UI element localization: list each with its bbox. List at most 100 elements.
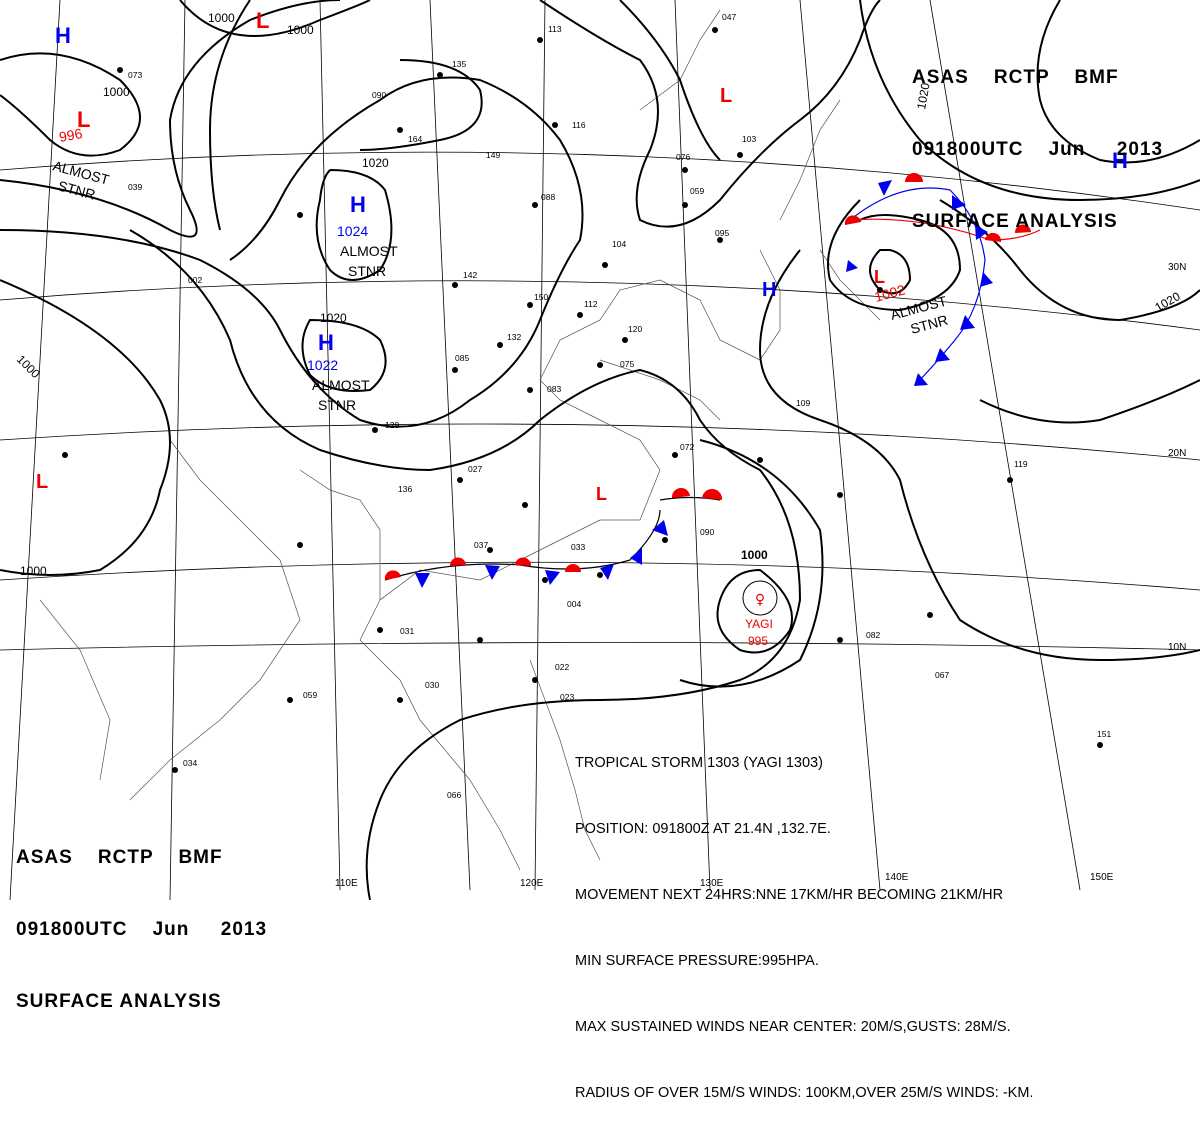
- svg-text:150: 150: [534, 292, 548, 302]
- svg-text:033: 033: [571, 542, 585, 552]
- svg-text:135: 135: [452, 59, 466, 69]
- svg-text:1000: 1000: [103, 85, 130, 99]
- note-almost: ALMOST: [340, 243, 398, 259]
- svg-text:113: 113: [548, 24, 562, 34]
- svg-text:ALMOST: ALMOST: [312, 377, 370, 393]
- high-center-1022: H: [318, 330, 334, 355]
- longitude-labels: 110E 120E 130E 140E 150E: [335, 872, 1114, 889]
- svg-text:132: 132: [507, 332, 521, 342]
- svg-text:10N: 10N: [1168, 642, 1186, 653]
- storm-winds: MAX SUSTAINED WINDS NEAR CENTER: 20M/S,G…: [575, 1019, 1011, 1035]
- svg-text:20N: 20N: [1168, 448, 1186, 459]
- svg-text:1024: 1024: [337, 223, 368, 239]
- storm-position: POSITION: 091800Z AT 21.4N ,132.7E.: [575, 821, 831, 837]
- svg-text:STNR: STNR: [318, 397, 356, 413]
- svg-text:116: 116: [572, 120, 586, 130]
- svg-text:1000: 1000: [20, 564, 47, 578]
- svg-text:129: 129: [385, 420, 399, 430]
- svg-text:136: 136: [398, 484, 412, 494]
- svg-text:120: 120: [628, 324, 642, 334]
- svg-text:073: 073: [128, 70, 142, 80]
- svg-text:059: 059: [303, 690, 317, 700]
- svg-text:023: 023: [560, 692, 574, 702]
- latitude-labels: 30N 20N 10N: [1168, 262, 1186, 653]
- svg-text:112: 112: [584, 299, 598, 309]
- storm-title: TROPICAL STORM 1303 (YAGI 1303): [575, 755, 823, 771]
- typhoon-symbol-icon: ♀: [755, 592, 765, 608]
- storm-radius: RADIUS OF OVER 15M/S WINDS: 100KM,OVER 2…: [575, 1085, 1034, 1101]
- svg-text:082: 082: [866, 630, 880, 640]
- svg-text:STNR: STNR: [348, 263, 386, 279]
- svg-text:037: 037: [474, 540, 488, 550]
- storm-pressure: MIN SURFACE PRESSURE:995HPA.: [575, 953, 819, 969]
- low-center-996: L: [77, 107, 90, 132]
- svg-text:034: 034: [183, 758, 197, 768]
- svg-text:004: 004: [567, 599, 581, 609]
- svg-text:164: 164: [408, 134, 422, 144]
- coastlines: [39, 9, 881, 871]
- svg-text:142: 142: [463, 270, 477, 280]
- svg-text:095: 095: [715, 228, 729, 238]
- weather-map: ♀ 113 047 135 090 164 149 116 103 076 05…: [0, 0, 1200, 900]
- svg-text:1000: 1000: [287, 23, 314, 37]
- svg-text:130E: 130E: [700, 878, 724, 889]
- svg-text:103: 103: [742, 134, 756, 144]
- station-labels: 113 047 135 090 164 149 116 103 076 059 …: [128, 12, 1111, 800]
- low-center-1002: L: [874, 267, 885, 287]
- svg-text:1020: 1020: [320, 311, 347, 325]
- svg-text:066: 066: [447, 790, 461, 800]
- svg-text:031: 031: [400, 626, 414, 636]
- svg-text:140E: 140E: [885, 872, 909, 883]
- svg-text:083: 083: [547, 384, 561, 394]
- high-center-1024: H: [350, 192, 366, 217]
- typhoon-inner-ring: [742, 580, 778, 616]
- occluded-symbols: [844, 173, 1031, 386]
- svg-text:076: 076: [676, 152, 690, 162]
- svg-text:085: 085: [455, 353, 469, 363]
- svg-text:1020: 1020: [362, 156, 389, 170]
- svg-text:072: 072: [680, 442, 694, 452]
- svg-text:027: 027: [468, 464, 482, 474]
- high-center-japan: H: [762, 279, 776, 301]
- svg-text:090: 090: [372, 90, 386, 100]
- svg-text:150E: 150E: [1090, 872, 1114, 883]
- svg-text:151: 151: [1097, 729, 1111, 739]
- svg-text:1002: 1002: [873, 281, 907, 305]
- svg-text:996: 996: [58, 125, 84, 145]
- svg-text:104: 104: [612, 239, 626, 249]
- isobars: [0, 0, 1200, 900]
- station-markers: [62, 27, 1103, 773]
- low-center-west: L: [36, 471, 48, 493]
- svg-text:022: 022: [555, 662, 569, 672]
- high-center-ne: H: [1112, 148, 1128, 173]
- svg-text:067: 067: [935, 670, 949, 680]
- svg-text:059: 059: [690, 186, 704, 196]
- storm-info-block: TROPICAL STORM 1303 (YAGI 1303) POSITION…: [575, 708, 1033, 1126]
- svg-text:039: 039: [128, 182, 142, 192]
- svg-text:1020: 1020: [914, 81, 932, 110]
- svg-text:1000: 1000: [208, 11, 235, 25]
- svg-text:075: 075: [620, 359, 634, 369]
- map-header-bottom-left: ASAS RCTP BMF 091800UTC Jun 2013 SURFACE…: [16, 847, 268, 1012]
- storm-movement: MOVEMENT NEXT 24HRS:NNE 17KM/HR BECOMING…: [575, 887, 1004, 903]
- svg-text:1000: 1000: [741, 548, 768, 562]
- typhoon-name: YAGI: [745, 617, 773, 631]
- high-center-nw: H: [55, 23, 71, 48]
- svg-text:090: 090: [700, 527, 714, 537]
- low-center-korea: L: [720, 85, 732, 107]
- stationary-front: [384, 496, 721, 581]
- map-header-top-right: ASAS RCTP BMF 091800UTC Jun 2013 SURFACE…: [912, 67, 1164, 232]
- svg-text:119: 119: [1014, 459, 1028, 469]
- typhoon-pressure: 995: [748, 634, 768, 648]
- svg-text:088: 088: [541, 192, 555, 202]
- svg-text:002: 002: [188, 275, 202, 285]
- svg-text:110E: 110E: [335, 878, 358, 889]
- svg-text:30N: 30N: [1168, 262, 1186, 273]
- svg-text:149: 149: [486, 150, 500, 160]
- low-center-south-china: L: [596, 484, 607, 504]
- front-symbols: [384, 487, 723, 588]
- svg-text:109: 109: [796, 398, 810, 408]
- svg-text:1020: 1020: [1153, 289, 1183, 315]
- svg-text:030: 030: [425, 680, 439, 690]
- svg-text:120E: 120E: [520, 878, 544, 889]
